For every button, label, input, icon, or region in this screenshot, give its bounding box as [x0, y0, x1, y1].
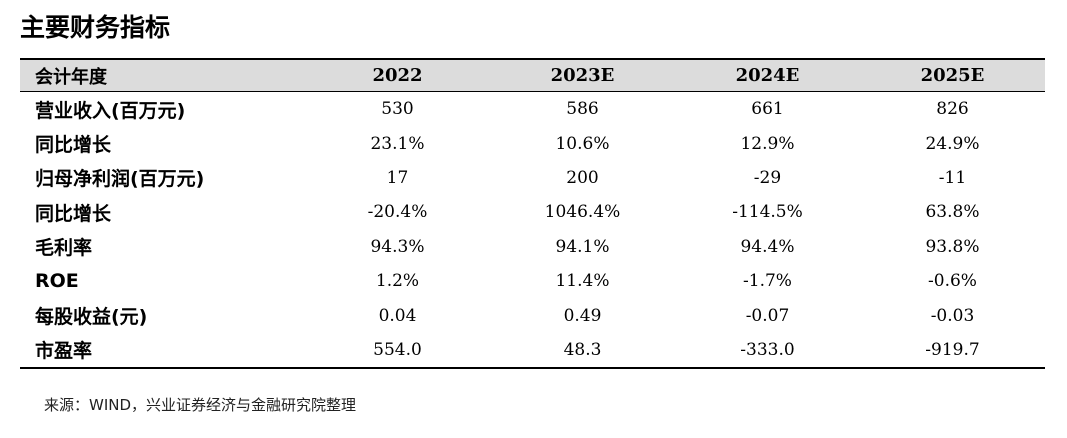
table-cell: 94.3% [370, 236, 425, 257]
table-cell: 23.1% [370, 133, 425, 154]
table-cell: -29 [753, 167, 782, 188]
row-label: 每股收益(元) [35, 306, 148, 329]
table-cell: 94.1% [555, 236, 610, 257]
table-row-gross-margin: 毛利率 94.3% 94.1% 94.4% 93.8% [20, 230, 1045, 264]
source-note: 来源：WIND，兴业证券经济与金融研究院整理 [44, 396, 357, 414]
row-label: ROE [35, 270, 79, 293]
table-cell: -0.07 [745, 305, 790, 326]
financial-indicators-table-container: 会计年度 2022 2023E 2024E 2025E 营业收入(百万元) 53… [20, 58, 1045, 370]
header-2022: 2022 [305, 58, 490, 92]
table-cell: 17 [386, 167, 409, 188]
header-2023e: 2023E [490, 58, 675, 92]
table-cell: 24.9% [925, 133, 980, 154]
table-cell: 530 [381, 99, 414, 120]
row-label: 归母净利润(百万元) [35, 168, 205, 191]
table-cell: -11 [938, 167, 967, 188]
table-cell: -919.7 [860, 332, 1045, 370]
table-header-row: 会计年度 2022 2023E 2024E 2025E [20, 58, 1045, 92]
table-cell: 93.8% [925, 236, 980, 257]
table-cell: 826 [936, 99, 969, 120]
table-cell: -333.0 [675, 332, 860, 370]
table-cell: 48.3 [490, 332, 675, 370]
table-row-net-profit-growth: 同比增长 -20.4% 1046.4% -114.5% 63.8% [20, 195, 1045, 229]
table-cell: 586 [566, 99, 599, 120]
table-cell: 0.04 [378, 305, 417, 326]
table-row-pe: 市盈率 554.0 48.3 -333.0 -919.7 [20, 332, 1045, 370]
header-2025e: 2025E [860, 58, 1045, 92]
table-cell: -0.03 [930, 305, 975, 326]
table-cell: -20.4% [367, 202, 428, 223]
table-cell: -0.6% [928, 271, 977, 292]
header-2024e: 2024E [675, 58, 860, 92]
table-cell: 1.2% [375, 271, 420, 292]
table-cell: 63.8% [925, 202, 980, 223]
table-cell: 554.0 [305, 332, 490, 370]
table-cell: 200 [566, 167, 599, 188]
financial-indicators-table: 会计年度 2022 2023E 2024E 2025E 营业收入(百万元) 53… [20, 58, 1045, 370]
row-label: 营业收入(百万元) [35, 99, 186, 122]
table-cell: 12.9% [740, 133, 795, 154]
table-cell: -114.5% [732, 202, 803, 223]
table-row-eps: 每股收益(元) 0.04 0.49 -0.07 -0.03 [20, 298, 1045, 332]
table-cell: -1.7% [743, 271, 792, 292]
table-row-revenue: 营业收入(百万元) 530 586 661 826 [20, 92, 1045, 127]
row-label: 同比增长 [35, 202, 112, 225]
table-cell: 661 [751, 99, 784, 120]
row-label: 毛利率 [35, 237, 93, 260]
table-cell: 1046.4% [544, 202, 621, 223]
page-title: 主要财务指标 [20, 13, 171, 42]
row-label: 市盈率 [20, 332, 305, 370]
table-cell: 11.4% [555, 271, 610, 292]
table-cell: 0.49 [563, 305, 602, 326]
table-row-roe: ROE 1.2% 11.4% -1.7% -0.6% [20, 264, 1045, 298]
row-label: 同比增长 [35, 134, 112, 157]
table-row-revenue-growth: 同比增长 23.1% 10.6% 12.9% 24.9% [20, 126, 1045, 160]
header-fiscal-year: 会计年度 [20, 58, 305, 92]
table-cell: 10.6% [555, 133, 610, 154]
table-row-net-profit: 归母净利润(百万元) 17 200 -29 -11 [20, 161, 1045, 195]
table-cell: 94.4% [740, 236, 795, 257]
